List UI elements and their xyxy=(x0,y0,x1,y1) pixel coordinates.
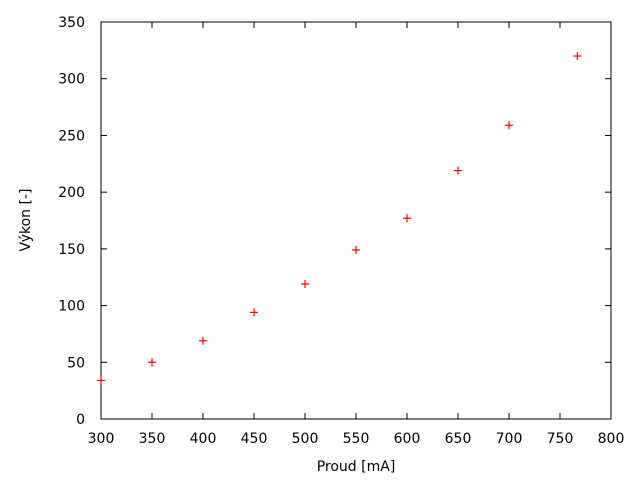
data-point xyxy=(199,336,207,345)
x-axis-label: Proud [mA] xyxy=(317,459,396,475)
x-tick-label: 600 xyxy=(394,431,421,447)
y-tick-label: 150 xyxy=(58,242,85,258)
y-tick-label: 350 xyxy=(58,15,85,31)
x-tick-label: 700 xyxy=(496,431,523,447)
x-tick-label: 450 xyxy=(241,431,268,447)
y-tick-label: 50 xyxy=(67,355,85,371)
x-tick-label: 800 xyxy=(598,431,625,447)
plot-border xyxy=(100,21,612,420)
data-point xyxy=(148,358,156,367)
x-tick-label: 300 xyxy=(88,431,115,447)
data-point xyxy=(573,52,582,61)
data-point xyxy=(505,121,513,130)
x-tick-label: 400 xyxy=(190,431,217,447)
data-point xyxy=(301,280,309,289)
x-tick-label: 550 xyxy=(343,431,370,447)
x-tick-label: 650 xyxy=(445,431,472,447)
y-tick-label: 250 xyxy=(58,128,85,144)
x-tick-label: 500 xyxy=(292,431,319,447)
y-axis-label: Výkon [-] xyxy=(18,189,34,252)
y-tick-label: 0 xyxy=(76,412,85,428)
y-tick-label: 300 xyxy=(58,72,85,88)
y-tick-label: 200 xyxy=(58,185,85,201)
data-point xyxy=(97,376,105,385)
data-point xyxy=(352,245,360,254)
x-tick-label: 350 xyxy=(139,431,166,447)
data-point xyxy=(250,308,258,317)
data-point xyxy=(403,214,411,223)
y-tick-label: 100 xyxy=(58,299,85,315)
data-point xyxy=(454,166,462,175)
x-tick-label: 750 xyxy=(547,431,574,447)
